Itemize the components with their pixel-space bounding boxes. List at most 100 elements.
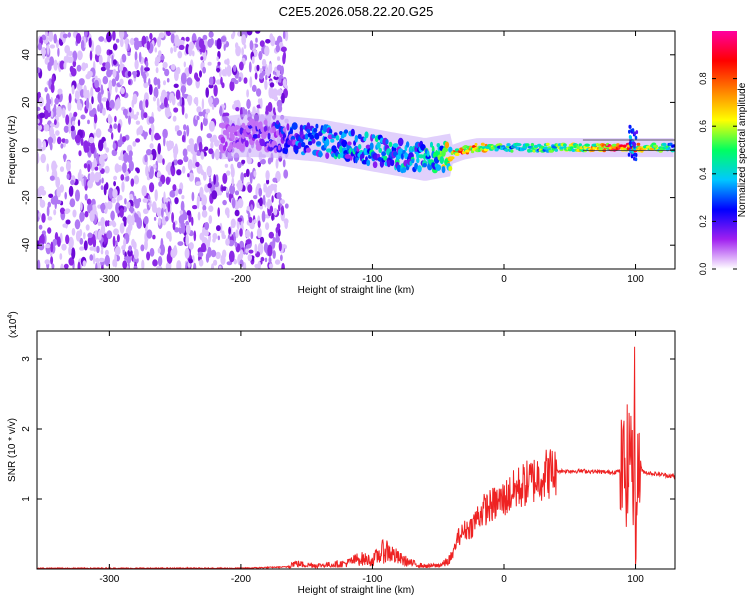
noise-blob <box>65 160 71 172</box>
noise-blob <box>106 220 110 227</box>
trace-blob <box>341 139 348 148</box>
noise-blob <box>202 205 207 211</box>
noise-blob <box>73 111 78 117</box>
trace-blob <box>661 142 667 146</box>
noise-blob <box>196 115 200 121</box>
noise-blob <box>80 114 86 120</box>
noise-blob <box>156 36 162 48</box>
noise-blob <box>173 83 179 89</box>
burst-blob <box>629 140 632 145</box>
noise-blob <box>246 205 250 211</box>
svg-text:(x104): (x104) <box>7 311 19 338</box>
noise-blob <box>205 87 209 98</box>
noise-blob <box>133 37 139 42</box>
noise-blob <box>141 259 145 269</box>
noise-blob <box>218 265 222 269</box>
noise-blob <box>111 78 117 87</box>
noise-blob <box>182 86 185 98</box>
noise-blob <box>104 165 110 174</box>
trace-blob <box>378 147 383 153</box>
noise-blob <box>257 261 261 269</box>
noise-blob <box>155 160 159 172</box>
noise-blob <box>257 242 264 255</box>
noise-blob <box>100 216 105 228</box>
noise-blob <box>153 216 157 221</box>
noise-blob <box>85 224 90 231</box>
noise-blob <box>206 165 212 177</box>
noise-blob <box>42 140 47 151</box>
noise-blob <box>251 84 257 92</box>
trace-blob <box>439 156 444 165</box>
noise-blob <box>204 222 210 230</box>
noise-blob <box>79 229 83 237</box>
noise-blob <box>213 84 218 97</box>
noise-blob <box>122 108 128 116</box>
noise-blob <box>234 241 238 248</box>
x-tick-label: -200 <box>231 274 251 285</box>
noise-blob <box>195 96 199 107</box>
noise-blob <box>284 31 289 42</box>
noise-blob <box>259 40 265 47</box>
noise-blob <box>226 261 233 266</box>
noise-blob <box>44 57 49 65</box>
noise-blob <box>63 62 67 70</box>
noise-blob <box>122 260 128 269</box>
noise-blob <box>165 207 169 216</box>
noise-blob <box>145 99 149 108</box>
noise-blob <box>97 91 102 103</box>
noise-blob <box>135 138 141 143</box>
noise-blob <box>232 31 236 38</box>
x-tick-label: -100 <box>362 574 382 585</box>
noise-blob <box>72 50 78 62</box>
noise-blob <box>201 98 205 110</box>
noise-blob <box>237 161 242 169</box>
noise-blob <box>157 50 162 58</box>
noise-blob <box>183 61 186 68</box>
noise-blob <box>280 254 283 262</box>
noise-blob <box>199 70 202 78</box>
trace-blob <box>532 149 536 153</box>
noise-blob <box>132 114 139 120</box>
noise-blob <box>262 194 266 206</box>
x-tick-label: -300 <box>99 274 119 285</box>
noise-blob <box>64 209 70 215</box>
noise-blob <box>127 52 131 56</box>
trace-blob <box>401 167 407 173</box>
noise-blob <box>91 96 94 105</box>
noise-blob <box>101 265 104 269</box>
y-tick-label: -40 <box>21 238 32 253</box>
noise-blob <box>275 158 279 169</box>
noise-blob <box>97 104 100 112</box>
noise-blob <box>71 228 76 236</box>
trace-blob <box>315 123 319 129</box>
trace-blob <box>231 134 235 141</box>
noise-blob <box>75 33 82 44</box>
noise-blob <box>88 37 92 48</box>
trace-blob <box>376 141 381 149</box>
top-y-axis-label: Frequency (Hz) <box>7 116 18 185</box>
noise-blob <box>146 229 153 239</box>
noise-blob <box>183 124 187 131</box>
noise-blob <box>47 216 53 221</box>
noise-blob <box>186 94 193 104</box>
noise-blob <box>176 125 180 131</box>
noise-blob <box>171 95 176 106</box>
noise-blob <box>270 35 276 47</box>
noise-blob <box>241 47 245 56</box>
noise-blob <box>187 159 193 171</box>
noise-blob <box>237 198 244 209</box>
trace-blob <box>236 125 241 130</box>
snr-frame <box>36 330 676 570</box>
noise-blob <box>265 170 270 181</box>
noise-blob <box>246 98 251 110</box>
trace-blob <box>392 143 399 148</box>
noise-blob <box>235 45 242 57</box>
noise-blob <box>249 76 253 88</box>
trace-blob <box>267 132 271 140</box>
burst-blob <box>633 152 637 157</box>
noise-blob <box>122 162 127 174</box>
noise-blob <box>87 163 91 173</box>
trace-blob <box>416 157 420 164</box>
noise-blob <box>159 104 165 110</box>
trace-blob <box>347 141 352 146</box>
